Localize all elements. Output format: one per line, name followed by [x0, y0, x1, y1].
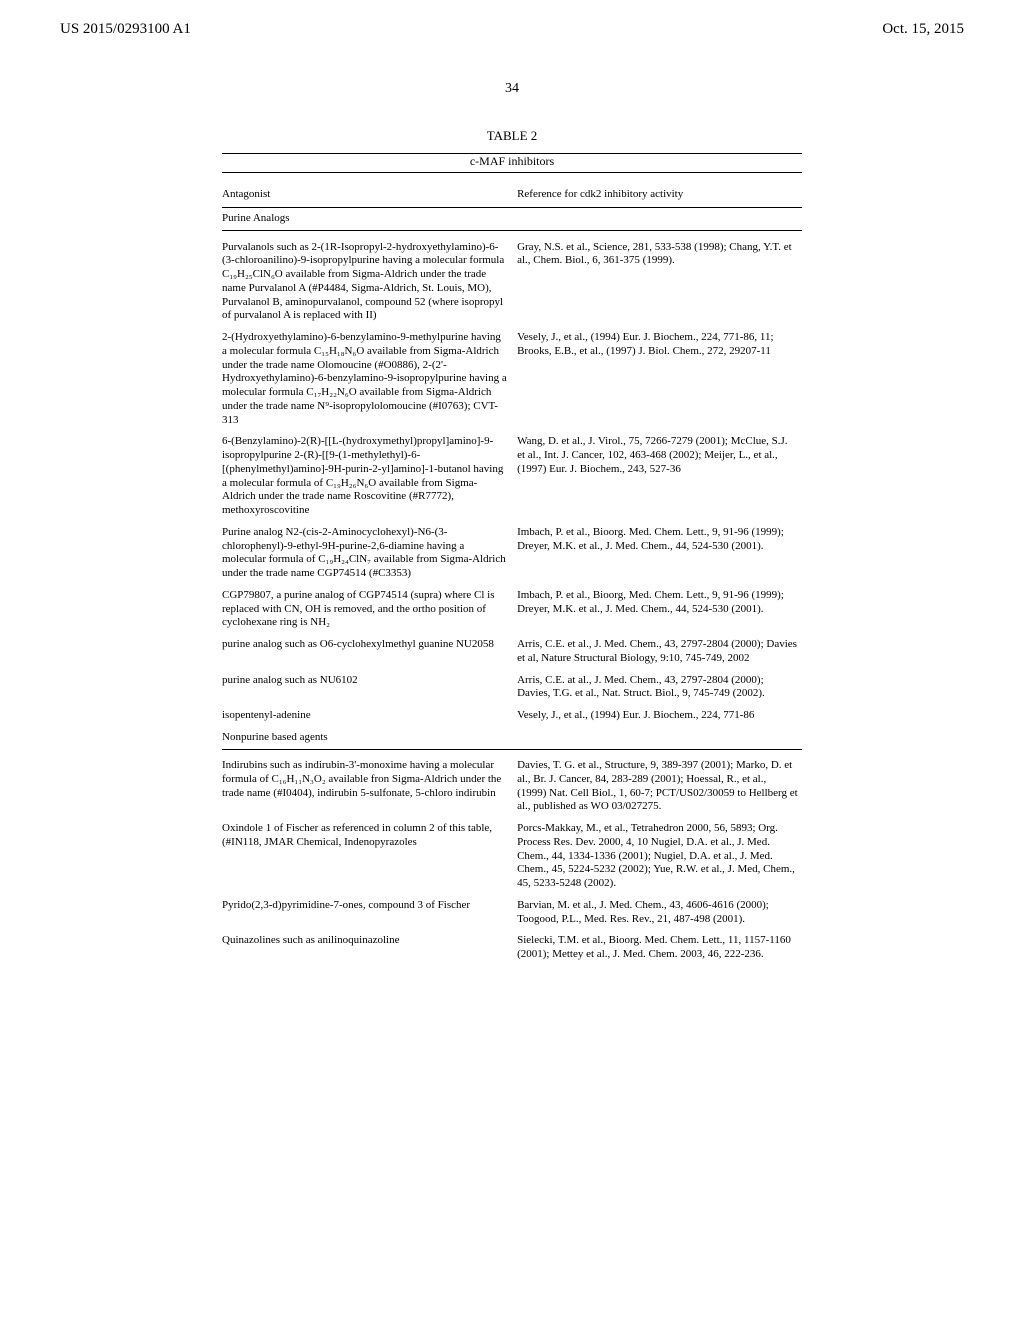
antagonist-cell: 2-(Hydroxyethylamino)-6-benzylamino-9-me… [222, 327, 517, 431]
page-number: 34 [60, 80, 964, 98]
table-row: Purine analog N2-(cis-2-Aminocyclohexyl)… [222, 522, 802, 585]
reference-cell: Imbach, P. et al., Bioorg, Med. Chem. Le… [517, 585, 802, 634]
col-header-antagonist: Antagonist [222, 181, 517, 208]
antagonist-cell: Quinazolines such as anilinoquinazoline [222, 930, 517, 966]
table-row: purine analog such as O6-cyclohexylmethy… [222, 634, 802, 670]
publication-date: Oct. 15, 2015 [882, 20, 964, 40]
reference-cell: Sielecki, T.M. et al., Bioorg. Med. Chem… [517, 930, 802, 966]
table-row: purine analog such as NU6102Arris, C.E. … [222, 670, 802, 706]
table-label: TABLE 2 [60, 128, 964, 145]
table-row: 6-(Benzylamino)-2(R)-[[L-(hydroxymethyl)… [222, 431, 802, 522]
reference-cell: Wang, D. et al., J. Virol., 75, 7266-727… [517, 431, 802, 522]
table-row: Pyrido(2,3-d)pyrimidine-7-ones, compound… [222, 895, 802, 931]
inhibitors-table: Antagonist Reference for cdk2 inhibitory… [222, 181, 802, 966]
table-row: CGP79807, a purine analog of CGP74514 (s… [222, 585, 802, 634]
section-header-row: Purine Analogs [222, 208, 802, 231]
reference-cell: Imbach, P. et al., Bioorg. Med. Chem. Le… [517, 522, 802, 585]
antagonist-cell: Purine analog N2-(cis-2-Aminocyclohexyl)… [222, 522, 517, 585]
section-title: Purine Analogs [222, 208, 802, 231]
table-header-row: Antagonist Reference for cdk2 inhibitory… [222, 181, 802, 208]
antagonist-cell: CGP79807, a purine analog of CGP74514 (s… [222, 585, 517, 634]
table-row: isopentenyl-adenineVesely, J., et al., (… [222, 705, 802, 727]
table-row: Oxindole 1 of Fischer as referenced in c… [222, 818, 802, 895]
publication-number: US 2015/0293100 A1 [60, 20, 191, 40]
table-row: 2-(Hydroxyethylamino)-6-benzylamino-9-me… [222, 327, 802, 431]
table-row: Purvalanols such as 2-(1R-Isopropyl-2-hy… [222, 237, 802, 328]
reference-cell: Barvian, M. et al., J. Med. Chem., 43, 4… [517, 895, 802, 931]
table-subtitle: c-MAF inhibitors [222, 154, 802, 174]
reference-cell: Porcs-Makkay, M., et al., Tetrahedron 20… [517, 818, 802, 895]
reference-cell: Arris, C.E. et al., J. Med. Chem., 43, 2… [517, 634, 802, 670]
section-header-row: Nonpurine based agents [222, 727, 802, 749]
table-row: Indirubins such as indirubin-3'-monoxime… [222, 755, 802, 818]
antagonist-cell: Oxindole 1 of Fischer as referenced in c… [222, 818, 517, 895]
table-row: Quinazolines such as anilinoquinazolineS… [222, 930, 802, 966]
col-header-reference: Reference for cdk2 inhibitory activity [517, 181, 802, 208]
antagonist-cell: Purvalanols such as 2-(1R-Isopropyl-2-hy… [222, 237, 517, 328]
antagonist-cell: Indirubins such as indirubin-3'-monoxime… [222, 755, 517, 818]
section-title: Nonpurine based agents [222, 727, 802, 749]
reference-cell: Vesely, J., et al., (1994) Eur. J. Bioch… [517, 327, 802, 431]
reference-cell: Davies, T. G. et al., Structure, 9, 389-… [517, 755, 802, 818]
antagonist-cell: 6-(Benzylamino)-2(R)-[[L-(hydroxymethyl)… [222, 431, 517, 522]
antagonist-cell: isopentenyl-adenine [222, 705, 517, 727]
reference-cell: Arris, C.E. at al., J. Med. Chem., 43, 2… [517, 670, 802, 706]
reference-cell: Vesely, J., et al., (1994) Eur. J. Bioch… [517, 705, 802, 727]
reference-cell: Gray, N.S. et al., Science, 281, 533-538… [517, 237, 802, 328]
page-header: US 2015/0293100 A1 Oct. 15, 2015 [60, 20, 964, 40]
antagonist-cell: purine analog such as O6-cyclohexylmethy… [222, 634, 517, 670]
antagonist-cell: purine analog such as NU6102 [222, 670, 517, 706]
antagonist-cell: Pyrido(2,3-d)pyrimidine-7-ones, compound… [222, 895, 517, 931]
